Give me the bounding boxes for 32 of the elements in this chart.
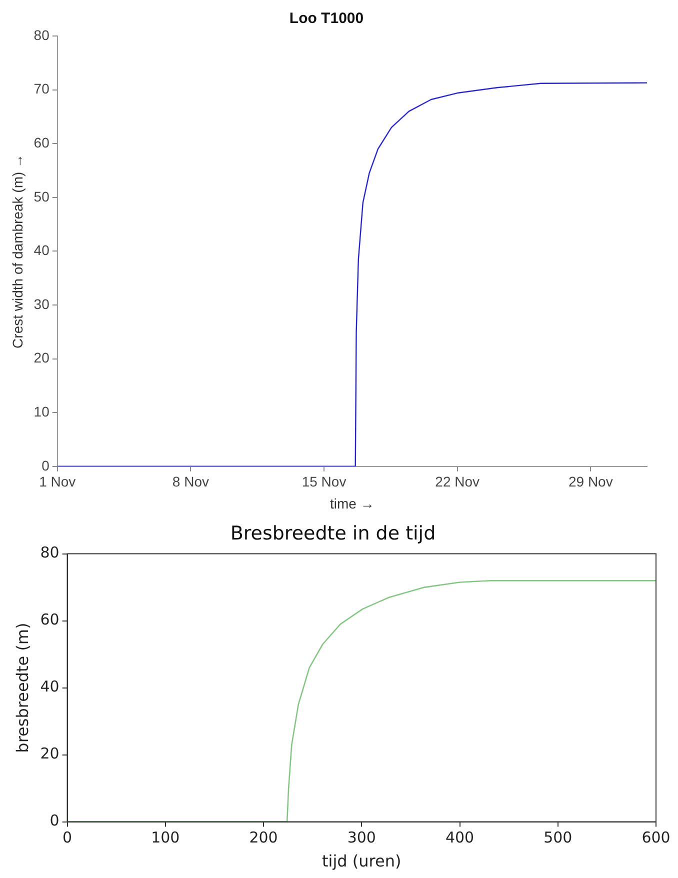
x-tick-label: 0 (62, 828, 72, 847)
y-tick-label: 80 (34, 26, 50, 43)
x-tick-label: 8 Nov (172, 474, 209, 490)
x-tick-label: 300 (347, 828, 376, 847)
x-axis-title: tijd (uren) (322, 852, 402, 871)
y-tick-label: 10 (34, 403, 50, 420)
x-tick-label: 600 (642, 828, 670, 847)
chart-title: Bresbreedte in de tijd (230, 522, 436, 544)
x-tick-label: 500 (544, 828, 572, 847)
y-axis-title: Crest width of dambreak (m) → (9, 154, 26, 348)
y-axis-title: bresbreedte (m) (12, 622, 32, 753)
x-tick-label: 22 Nov (435, 474, 480, 490)
y-tick-label: 60 (34, 134, 50, 150)
x-tick-label: 100 (151, 828, 180, 847)
y-tick-label: 80 (40, 544, 60, 562)
x-axis-title: time → (330, 495, 374, 512)
y-tick-label: 0 (50, 812, 60, 830)
x-tick-label: 400 (445, 828, 474, 847)
x-tick-label: 15 Nov (302, 474, 346, 490)
y-tick-label: 40 (40, 678, 60, 696)
y-tick-label: 40 (34, 242, 50, 258)
y-tick-label: 0 (42, 457, 50, 474)
x-tick-label: 200 (249, 828, 278, 847)
x-tick-label: 29 Nov (568, 474, 613, 490)
y-tick-label: 20 (40, 744, 60, 763)
x-tick-label: 1 Nov (39, 474, 76, 490)
chart-title: Loo T1000 (289, 10, 364, 28)
y-tick-label: 20 (34, 350, 50, 366)
y-tick-label: 30 (34, 296, 50, 312)
y-tick-label: 50 (34, 188, 50, 204)
y-tick-label: 70 (34, 80, 50, 97)
y-tick-label: 60 (40, 610, 60, 629)
